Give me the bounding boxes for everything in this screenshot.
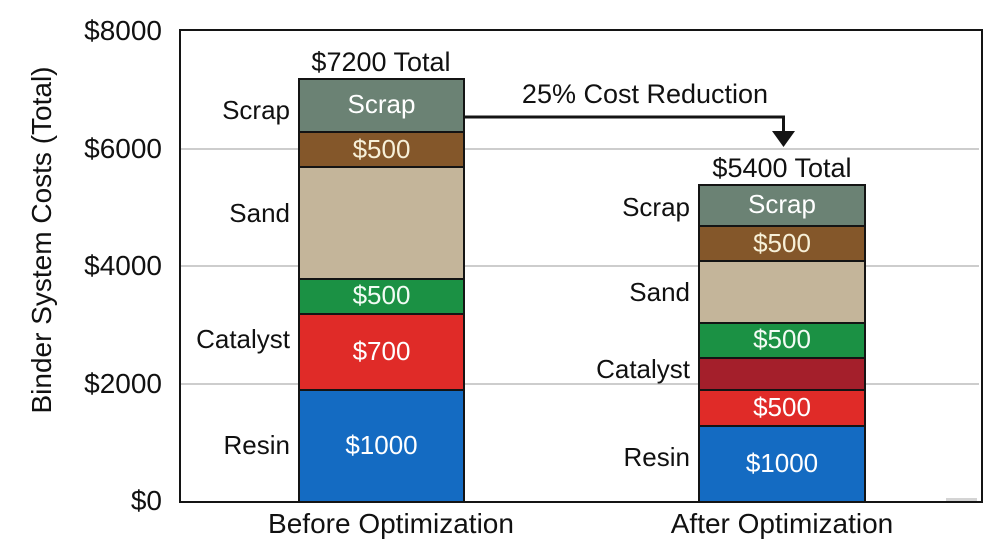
bar-0-segment-0: [298, 389, 465, 501]
gridline-6000: [181, 147, 979, 150]
bar-1-segment-6-label: Scrap: [748, 189, 816, 220]
bar-0-segment-0-label: $1000: [345, 430, 418, 461]
bar-1-segment-0: [698, 424, 866, 501]
bar-0-side-label-scrap: Scrap: [222, 95, 290, 126]
bar-0-side-label-sand: Sand: [229, 198, 290, 229]
bar-0-side-label-catalyst: Catalyst: [196, 324, 290, 355]
y-tick-label-4000: $4000: [84, 250, 162, 281]
cost-reduction-annotation: 25% Cost Reduction: [521, 79, 769, 109]
bar-0-segment-2: [298, 277, 465, 313]
bar-0-segment-1: [298, 313, 465, 390]
bar-1-segment-1: [698, 389, 866, 425]
bar-0-segment-5-label: Scrap: [347, 89, 416, 120]
bar-1-segment-6: [698, 183, 866, 225]
y-tick-label-2000: $2000: [84, 367, 162, 399]
bar-1-side-label-sand: Sand: [629, 277, 690, 308]
bar-1-segment-5-label: $500: [753, 227, 811, 258]
bar-1-segment-4: [698, 260, 866, 322]
bar-0-segment-3: [298, 166, 465, 278]
bar-0-segment-4: [298, 130, 465, 167]
x-label-after-optimization: After Optimization: [670, 508, 894, 539]
gridline-4000: [181, 265, 979, 267]
y-tick-label-6000: $6000: [84, 132, 162, 164]
frame-bottom-fade-artifact: [946, 498, 977, 501]
bar-1-segment-2: [698, 357, 866, 390]
bar-1-segment-5: [698, 224, 866, 261]
bar-1-side-label-catalyst: Catalyst: [596, 353, 690, 384]
bar-0-segment-1-label: $700: [352, 336, 411, 367]
bar-1-segment-0-label: $1000: [745, 447, 819, 478]
bar-1-side-label-scrap: Scrap: [622, 192, 690, 223]
y-tick-label-0: $0: [130, 485, 162, 516]
y-axis-title: Binder System Costs (Total): [26, 66, 57, 414]
bar-1-segment-3: [698, 321, 866, 358]
bar-1-segment-1-label: $500: [753, 392, 811, 422]
bar-0-segment-2-label: $500: [352, 280, 411, 311]
bar-0-side-label-resin: Resin: [223, 430, 290, 461]
bar-1-segment-3-label: $500: [753, 324, 811, 355]
bar-0-segment-4-label: $500: [352, 133, 411, 164]
x-label-before-optimization: Before Optimization: [268, 508, 514, 539]
bar-0-segment-5: [298, 78, 465, 131]
total-label-after: $5400 Total: [712, 153, 852, 183]
total-label-before: $7200 Total: [311, 47, 451, 77]
bar-1-side-label-resin: Resin: [623, 441, 690, 472]
gridline-2000: [181, 382, 979, 385]
y-tick-label-8000: $8000: [84, 15, 162, 46]
